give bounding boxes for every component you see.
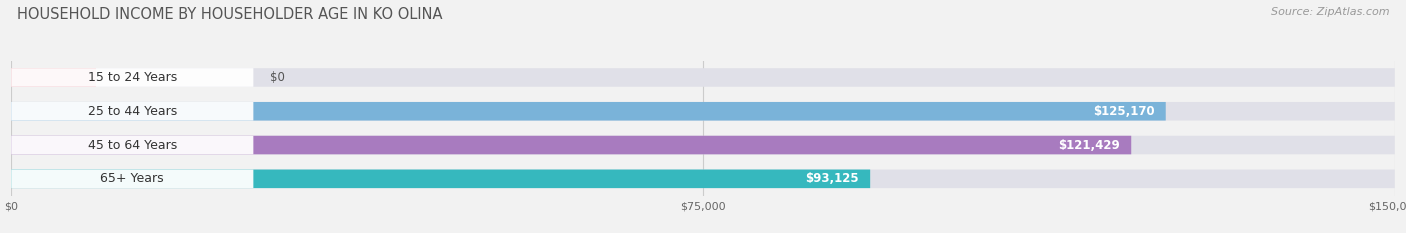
FancyBboxPatch shape [11, 170, 870, 188]
Text: $93,125: $93,125 [806, 172, 859, 185]
FancyBboxPatch shape [11, 68, 253, 87]
Text: 25 to 44 Years: 25 to 44 Years [87, 105, 177, 118]
FancyBboxPatch shape [11, 136, 253, 154]
Text: Source: ZipAtlas.com: Source: ZipAtlas.com [1271, 7, 1389, 17]
FancyBboxPatch shape [11, 102, 253, 120]
Text: HOUSEHOLD INCOME BY HOUSEHOLDER AGE IN KO OLINA: HOUSEHOLD INCOME BY HOUSEHOLDER AGE IN K… [17, 7, 443, 22]
Text: $121,429: $121,429 [1059, 139, 1121, 151]
FancyBboxPatch shape [11, 136, 1132, 154]
FancyBboxPatch shape [11, 102, 1166, 120]
FancyBboxPatch shape [11, 136, 1395, 154]
Text: 45 to 64 Years: 45 to 64 Years [87, 139, 177, 151]
FancyBboxPatch shape [11, 68, 96, 87]
Text: 65+ Years: 65+ Years [100, 172, 165, 185]
FancyBboxPatch shape [11, 170, 1395, 188]
Text: 15 to 24 Years: 15 to 24 Years [87, 71, 177, 84]
FancyBboxPatch shape [11, 170, 253, 188]
FancyBboxPatch shape [11, 102, 1395, 120]
Text: $125,170: $125,170 [1092, 105, 1154, 118]
Text: $0: $0 [270, 71, 285, 84]
FancyBboxPatch shape [11, 68, 1395, 87]
